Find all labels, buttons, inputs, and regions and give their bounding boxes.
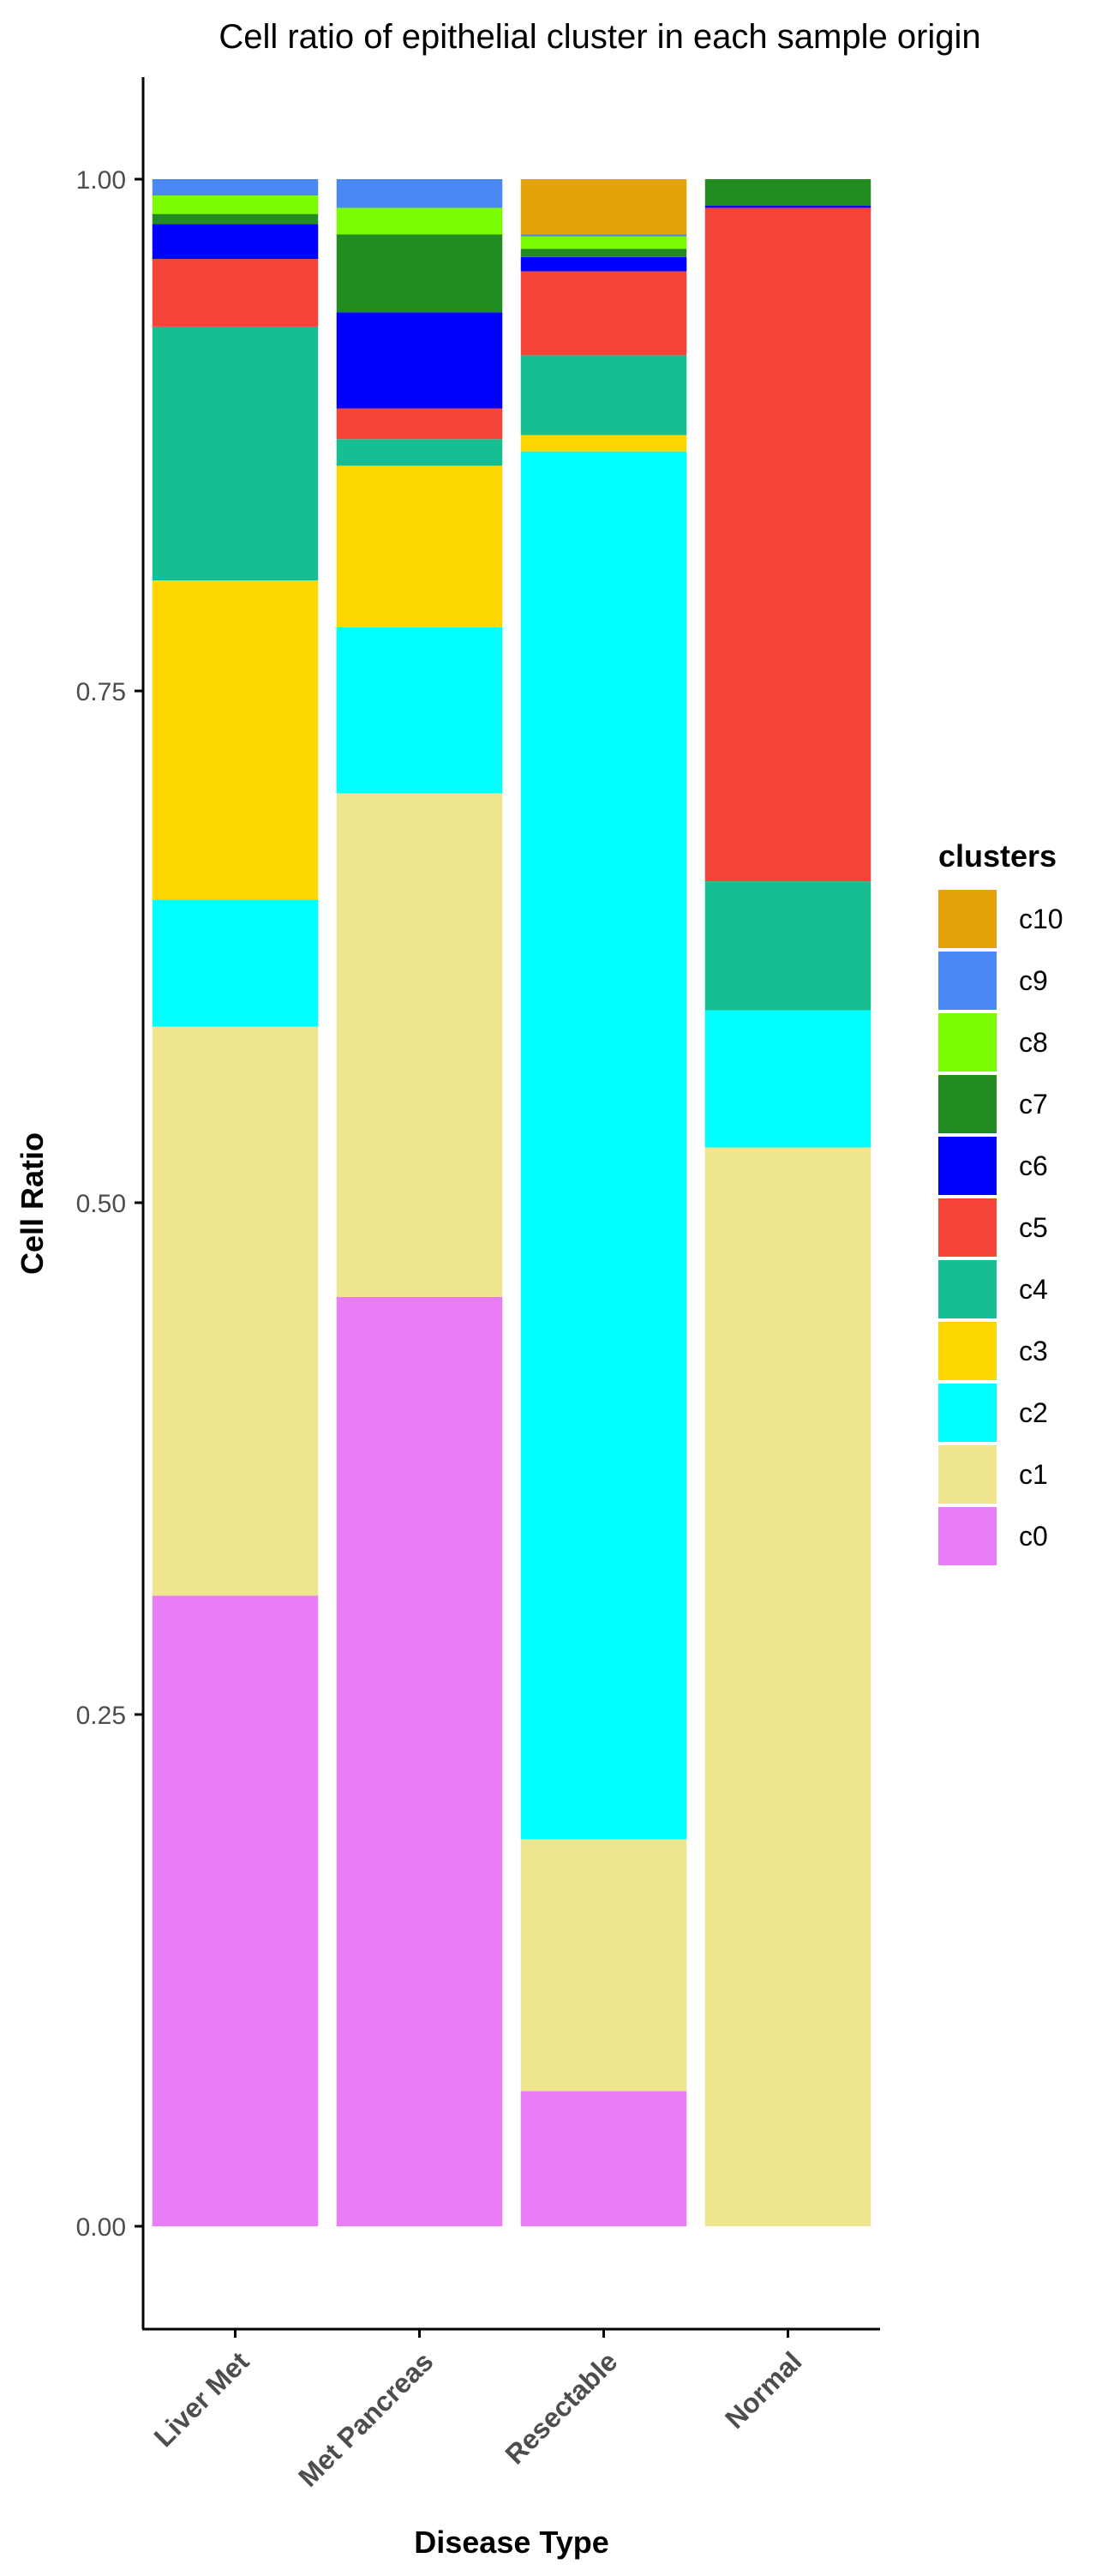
- bar-segment-c2-resectable: [520, 451, 687, 1840]
- bar-segment-c3-resectable: [520, 435, 687, 452]
- y-tick-label: 0.75: [76, 678, 126, 706]
- bar-segment-c3-liver-met: [152, 580, 319, 900]
- legend-key-c4: [938, 1260, 997, 1318]
- x-axis-label: Disease Type: [414, 2525, 608, 2560]
- bar-segment-c8-liver-met: [152, 195, 319, 214]
- bars-group: [152, 179, 871, 2226]
- legend-label-c0: c0: [1019, 1521, 1048, 1552]
- legend-key-c2: [938, 1384, 997, 1442]
- bar-segment-c2-normal: [704, 1010, 871, 1148]
- bar-segment-c8-resectable: [520, 236, 687, 249]
- legend-label-c4: c4: [1019, 1274, 1048, 1305]
- legend-label-c5: c5: [1019, 1212, 1048, 1243]
- bar-segment-c4-liver-met: [152, 326, 319, 581]
- bar-segment-c6-liver-met: [152, 224, 319, 260]
- bar-segment-c4-met-pancreas: [336, 439, 503, 466]
- chart-title: Cell ratio of epithelial cluster in each…: [219, 18, 980, 56]
- bar-segment-c1-liver-met: [152, 1026, 319, 1596]
- bar-segment-c8-met-pancreas: [336, 207, 503, 235]
- legend-label-c6: c6: [1019, 1150, 1048, 1181]
- bar-segment-c5-normal: [704, 207, 871, 882]
- legend-key-c7: [938, 1075, 997, 1133]
- legend-title: clusters: [938, 838, 1057, 874]
- x-tick-label: Normal: [719, 2345, 807, 2434]
- legend-label-c3: c3: [1019, 1336, 1048, 1366]
- bar-segment-c7-resectable: [520, 249, 687, 257]
- bar-segment-c0-resectable: [520, 2091, 687, 2226]
- legend-key-c1: [938, 1445, 997, 1504]
- legend-label-c1: c1: [1019, 1459, 1048, 1490]
- bar-segment-c9-resectable: [520, 234, 687, 237]
- legend-label-c10: c10: [1019, 904, 1063, 934]
- bar-segment-c6-normal: [704, 206, 871, 208]
- legend-key-c10: [938, 890, 997, 948]
- bar-segment-c0-met-pancreas: [336, 1296, 503, 2226]
- y-tick-label: 0.00: [76, 2213, 126, 2242]
- legend-key-c5: [938, 1198, 997, 1257]
- bar-segment-c5-resectable: [520, 271, 687, 356]
- x-tick-label: Met Pancreas: [292, 2345, 439, 2492]
- legend-key-c6: [938, 1137, 997, 1195]
- y-tick-label: 0.25: [76, 1702, 126, 1730]
- bar-segment-c6-met-pancreas: [336, 312, 503, 409]
- legend-label-c9: c9: [1019, 965, 1048, 996]
- legend-key-c0: [938, 1507, 997, 1565]
- bar-segment-c1-normal: [704, 1147, 871, 2226]
- x-ticks-group: Liver Met Met Pancreas Resectable Normal: [148, 2329, 807, 2493]
- legend-key-c8: [938, 1013, 997, 1072]
- y-tick-label: 0.50: [76, 1190, 126, 1218]
- y-ticks-group: 0.00 0.25 0.50 0.75 1.00: [76, 166, 143, 2242]
- bar-segment-c1-resectable: [520, 1839, 687, 2092]
- bar-segment-c10-resectable: [520, 179, 687, 235]
- bar-segment-c4-resectable: [520, 355, 687, 435]
- bar-segment-c2-liver-met: [152, 899, 319, 1027]
- bar-segment-c7-met-pancreas: [336, 234, 503, 313]
- bar-segment-c7-liver-met: [152, 213, 319, 225]
- bar-segment-c5-met-pancreas: [336, 408, 503, 440]
- bar-segment-c9-met-pancreas: [336, 179, 503, 208]
- legend-key-c3: [938, 1322, 997, 1380]
- legend-label-c7: c7: [1019, 1089, 1048, 1120]
- bar-segment-c6-resectable: [520, 256, 687, 272]
- bar-segment-c5-liver-met: [152, 259, 319, 327]
- bar-segment-c1-met-pancreas: [336, 793, 503, 1297]
- bar-segment-c4-normal: [704, 881, 871, 1011]
- legend-label-c8: c8: [1019, 1027, 1048, 1058]
- y-axis-label: Cell Ratio: [15, 1132, 50, 1275]
- y-tick-label: 1.00: [76, 166, 126, 195]
- bar-segment-c2-met-pancreas: [336, 627, 503, 794]
- legend-key-c9: [938, 952, 997, 1010]
- bar-segment-c9-liver-met: [152, 179, 319, 196]
- bar-segment-c0-liver-met: [152, 1595, 319, 2226]
- legend-label-c2: c2: [1019, 1397, 1048, 1428]
- bar-segment-c7-normal: [704, 179, 871, 207]
- x-tick-label: Liver Met: [148, 2345, 255, 2453]
- bar-segment-c3-met-pancreas: [336, 465, 503, 627]
- x-tick-label: Resectable: [500, 2345, 624, 2470]
- legend: clusters c10 c9 c8 c7 c6 c5 c4 c3 c2 c1 c0: [938, 838, 1063, 1565]
